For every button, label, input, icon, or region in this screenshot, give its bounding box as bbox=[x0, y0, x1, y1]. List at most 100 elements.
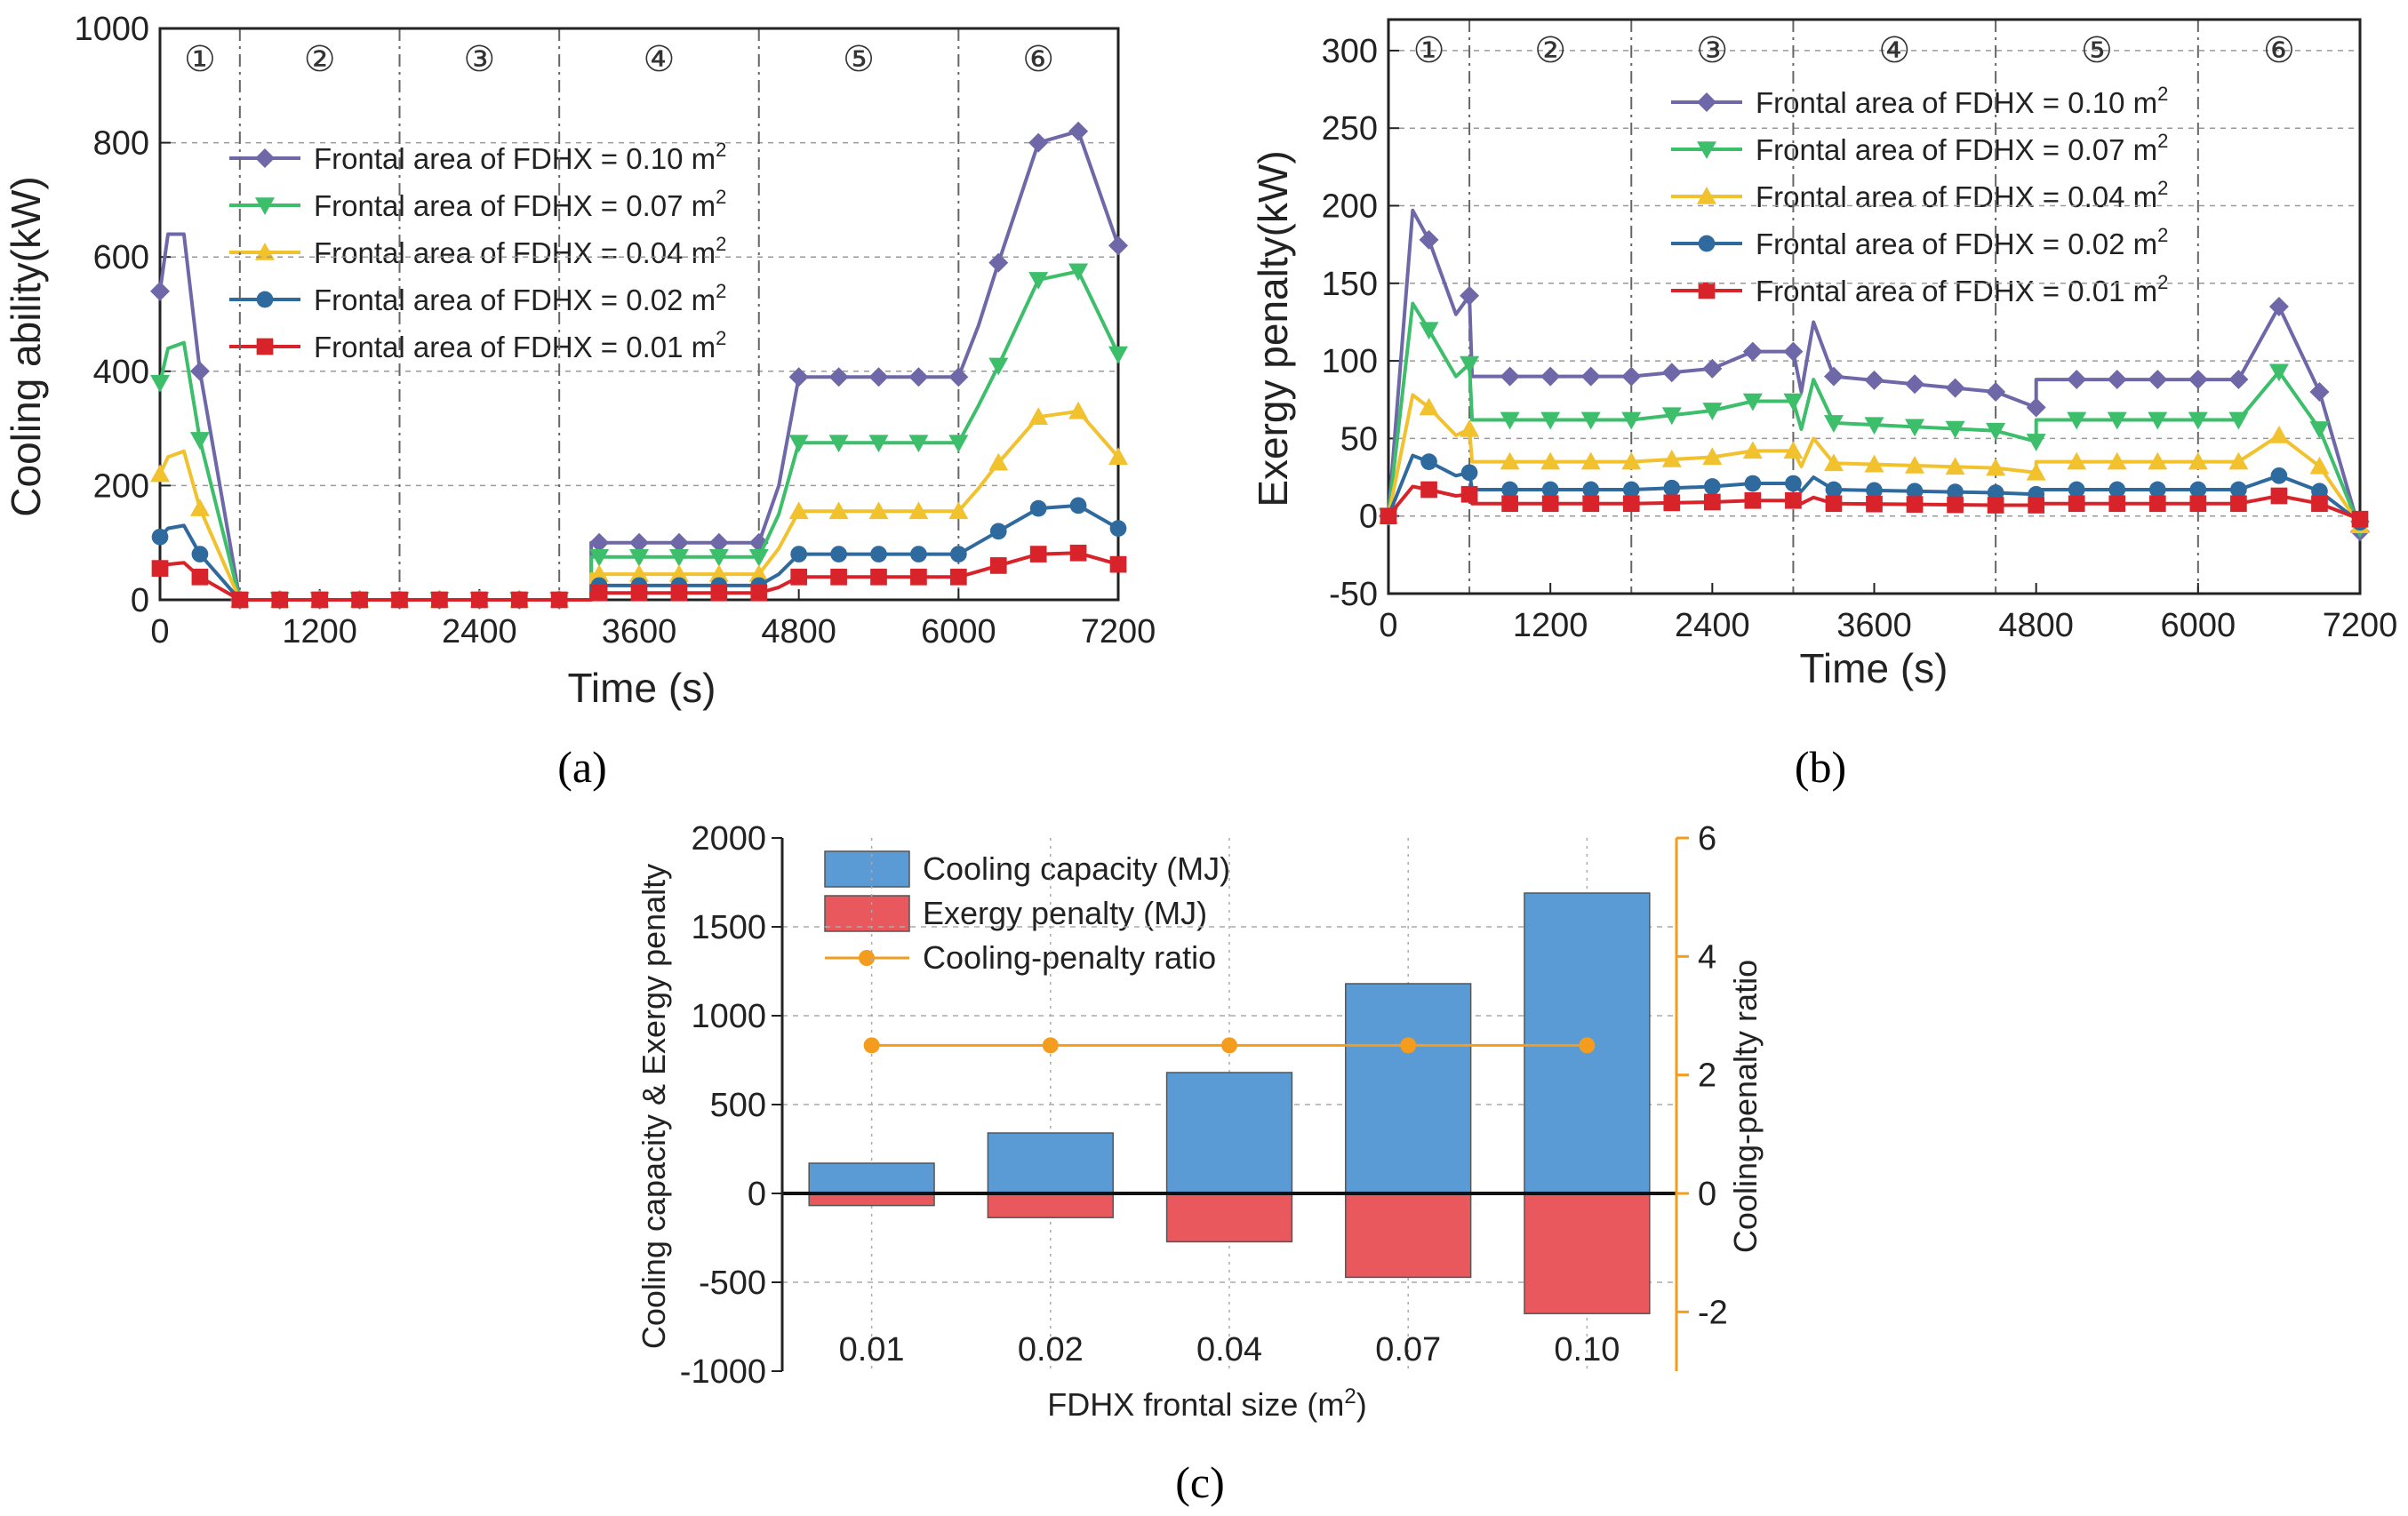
panel-c-ylabel: Cooling capacity & Exergy penalty bbox=[636, 864, 672, 1349]
data-point bbox=[868, 367, 889, 387]
legend-label: Frontal area of FDHX = 0.01 m2 bbox=[1756, 271, 2168, 307]
x-tick-label: 0.02 bbox=[1018, 1331, 1084, 1368]
series-line bbox=[158, 503, 1119, 602]
data-point bbox=[1068, 263, 1089, 282]
data-point bbox=[2309, 382, 2330, 403]
data-point bbox=[311, 591, 329, 609]
panel-a-legend: Frontal area of FDHX = 0.10 m2 Frontal ar… bbox=[229, 139, 726, 363]
data-point bbox=[1661, 363, 1682, 383]
data-point bbox=[1825, 495, 1843, 513]
data-point bbox=[1866, 495, 1883, 513]
data-point bbox=[949, 568, 967, 586]
legend-label: Frontal area of FDHX = 0.02 m2 bbox=[314, 280, 726, 316]
series-s002 bbox=[1380, 453, 2369, 531]
data-point bbox=[1109, 520, 1127, 537]
data-point bbox=[2230, 495, 2247, 513]
data-point bbox=[1028, 407, 1049, 426]
data-point bbox=[750, 584, 768, 602]
data-point bbox=[2309, 456, 2330, 475]
panel-a-xlabel: Time (s) bbox=[568, 665, 716, 711]
data-point bbox=[1068, 401, 1089, 419]
y-tick-label: 1000 bbox=[74, 11, 149, 48]
data-point bbox=[1702, 358, 1723, 379]
data-point bbox=[1785, 491, 1802, 509]
data-point bbox=[629, 548, 649, 567]
x-tick-label: 2400 bbox=[442, 613, 517, 650]
data-point bbox=[708, 532, 729, 553]
data-point bbox=[189, 499, 210, 516]
phase-label: ① bbox=[184, 39, 216, 80]
data-point bbox=[1905, 455, 1925, 474]
data-point bbox=[1541, 481, 1559, 499]
data-point bbox=[189, 432, 210, 450]
series-s004 bbox=[150, 401, 1128, 608]
data-point bbox=[1906, 496, 1924, 513]
data-point bbox=[989, 523, 1007, 540]
right-tick-label: 2 bbox=[1698, 1057, 1716, 1095]
data-point bbox=[1986, 382, 2006, 403]
y-tick-label: 1500 bbox=[691, 909, 766, 946]
data-point bbox=[830, 546, 847, 563]
data-point bbox=[1622, 495, 1640, 513]
data-point bbox=[1108, 235, 1128, 256]
series-s004 bbox=[1379, 393, 2370, 533]
data-point bbox=[1866, 482, 1883, 499]
data-point bbox=[1069, 544, 1087, 562]
data-point bbox=[1986, 458, 2006, 476]
data-point bbox=[2270, 467, 2288, 484]
data-point bbox=[1460, 419, 1480, 437]
data-point bbox=[2189, 481, 2207, 499]
y-tick-label: 1000 bbox=[691, 998, 766, 1035]
legend-swatch bbox=[824, 850, 910, 888]
plot-area: -1000 -500 0 500 1000 1500 2000 0.01 0.02 0.04 0.0… bbox=[680, 820, 1728, 1391]
y-tick-label: 2000 bbox=[691, 820, 766, 858]
data-point bbox=[1541, 495, 1559, 513]
right-tick-label: 0 bbox=[1698, 1176, 1716, 1213]
ratio-point bbox=[1042, 1037, 1059, 1054]
data-point bbox=[189, 361, 210, 381]
phase-label: ⑤ bbox=[2081, 30, 2113, 71]
y-tick-label: 400 bbox=[93, 354, 149, 391]
data-point bbox=[2067, 370, 2087, 390]
data-point bbox=[1068, 121, 1089, 141]
data-point bbox=[710, 584, 728, 602]
y-tick-label: 300 bbox=[1322, 33, 1378, 70]
phase-label: ⑤ bbox=[843, 39, 875, 80]
data-point bbox=[870, 568, 887, 586]
data-point bbox=[1582, 495, 1600, 513]
series-s010 bbox=[1379, 208, 2370, 542]
data-point bbox=[590, 584, 608, 602]
series-line bbox=[1387, 393, 2362, 527]
data-point bbox=[1069, 497, 1087, 515]
y-tick-label: 0 bbox=[748, 1176, 766, 1213]
data-point bbox=[1703, 493, 1721, 511]
data-point bbox=[2270, 487, 2288, 505]
legend-label: Frontal area of FDHX = 0.01 m2 bbox=[314, 327, 726, 363]
data-point bbox=[1825, 481, 1843, 499]
data-point bbox=[870, 546, 887, 563]
x-tick-label: 1200 bbox=[1513, 607, 1588, 644]
legend-label-sup: 2 bbox=[2157, 224, 2168, 246]
phase-label: ① bbox=[1413, 30, 1445, 71]
legend-label-sup: 2 bbox=[716, 233, 726, 255]
x-tick-label: 0.10 bbox=[1554, 1331, 1620, 1368]
data-point bbox=[668, 548, 689, 567]
bar-bar_pen bbox=[1165, 1193, 1293, 1243]
data-point bbox=[2026, 434, 2046, 451]
panel-a-cooling-ability: Cooling ability(kW) Time (s) (a) Frontal… bbox=[3, 11, 1156, 792]
series-line bbox=[1387, 208, 2362, 532]
panel-b-exergy-penalty: Exergy penalty(kW) Time (s) (b) Frontal … bbox=[1250, 18, 2397, 792]
data-point bbox=[1742, 393, 1763, 411]
data-point bbox=[2067, 411, 2087, 430]
data-point bbox=[1582, 481, 1600, 499]
data-point bbox=[2107, 370, 2127, 390]
legend-label: Frontal area of FDHX = 0.04 m2 bbox=[314, 233, 726, 269]
data-point bbox=[1500, 411, 1520, 430]
data-point bbox=[150, 374, 170, 393]
x-tick-label: 4800 bbox=[1998, 607, 2074, 644]
data-point bbox=[1621, 366, 1642, 387]
data-point bbox=[2228, 451, 2249, 470]
data-point bbox=[2309, 421, 2330, 439]
data-point bbox=[1864, 370, 1884, 390]
panel-b-xlabel: Time (s) bbox=[1800, 645, 1948, 691]
